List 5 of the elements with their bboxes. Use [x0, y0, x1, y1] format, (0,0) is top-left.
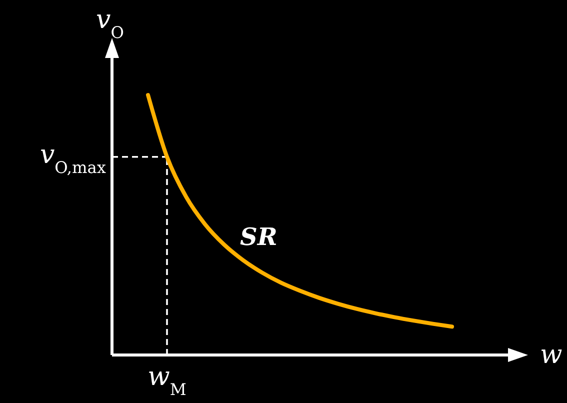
text: w$_{M}$	[148, 362, 186, 398]
y-axis-title: v$_{O}$	[96, 5, 124, 42]
annotation: SR	[240, 222, 278, 251]
x-axis-title: w	[540, 340, 562, 370]
ref-line-label: v$_{O,max}$	[40, 140, 106, 176]
